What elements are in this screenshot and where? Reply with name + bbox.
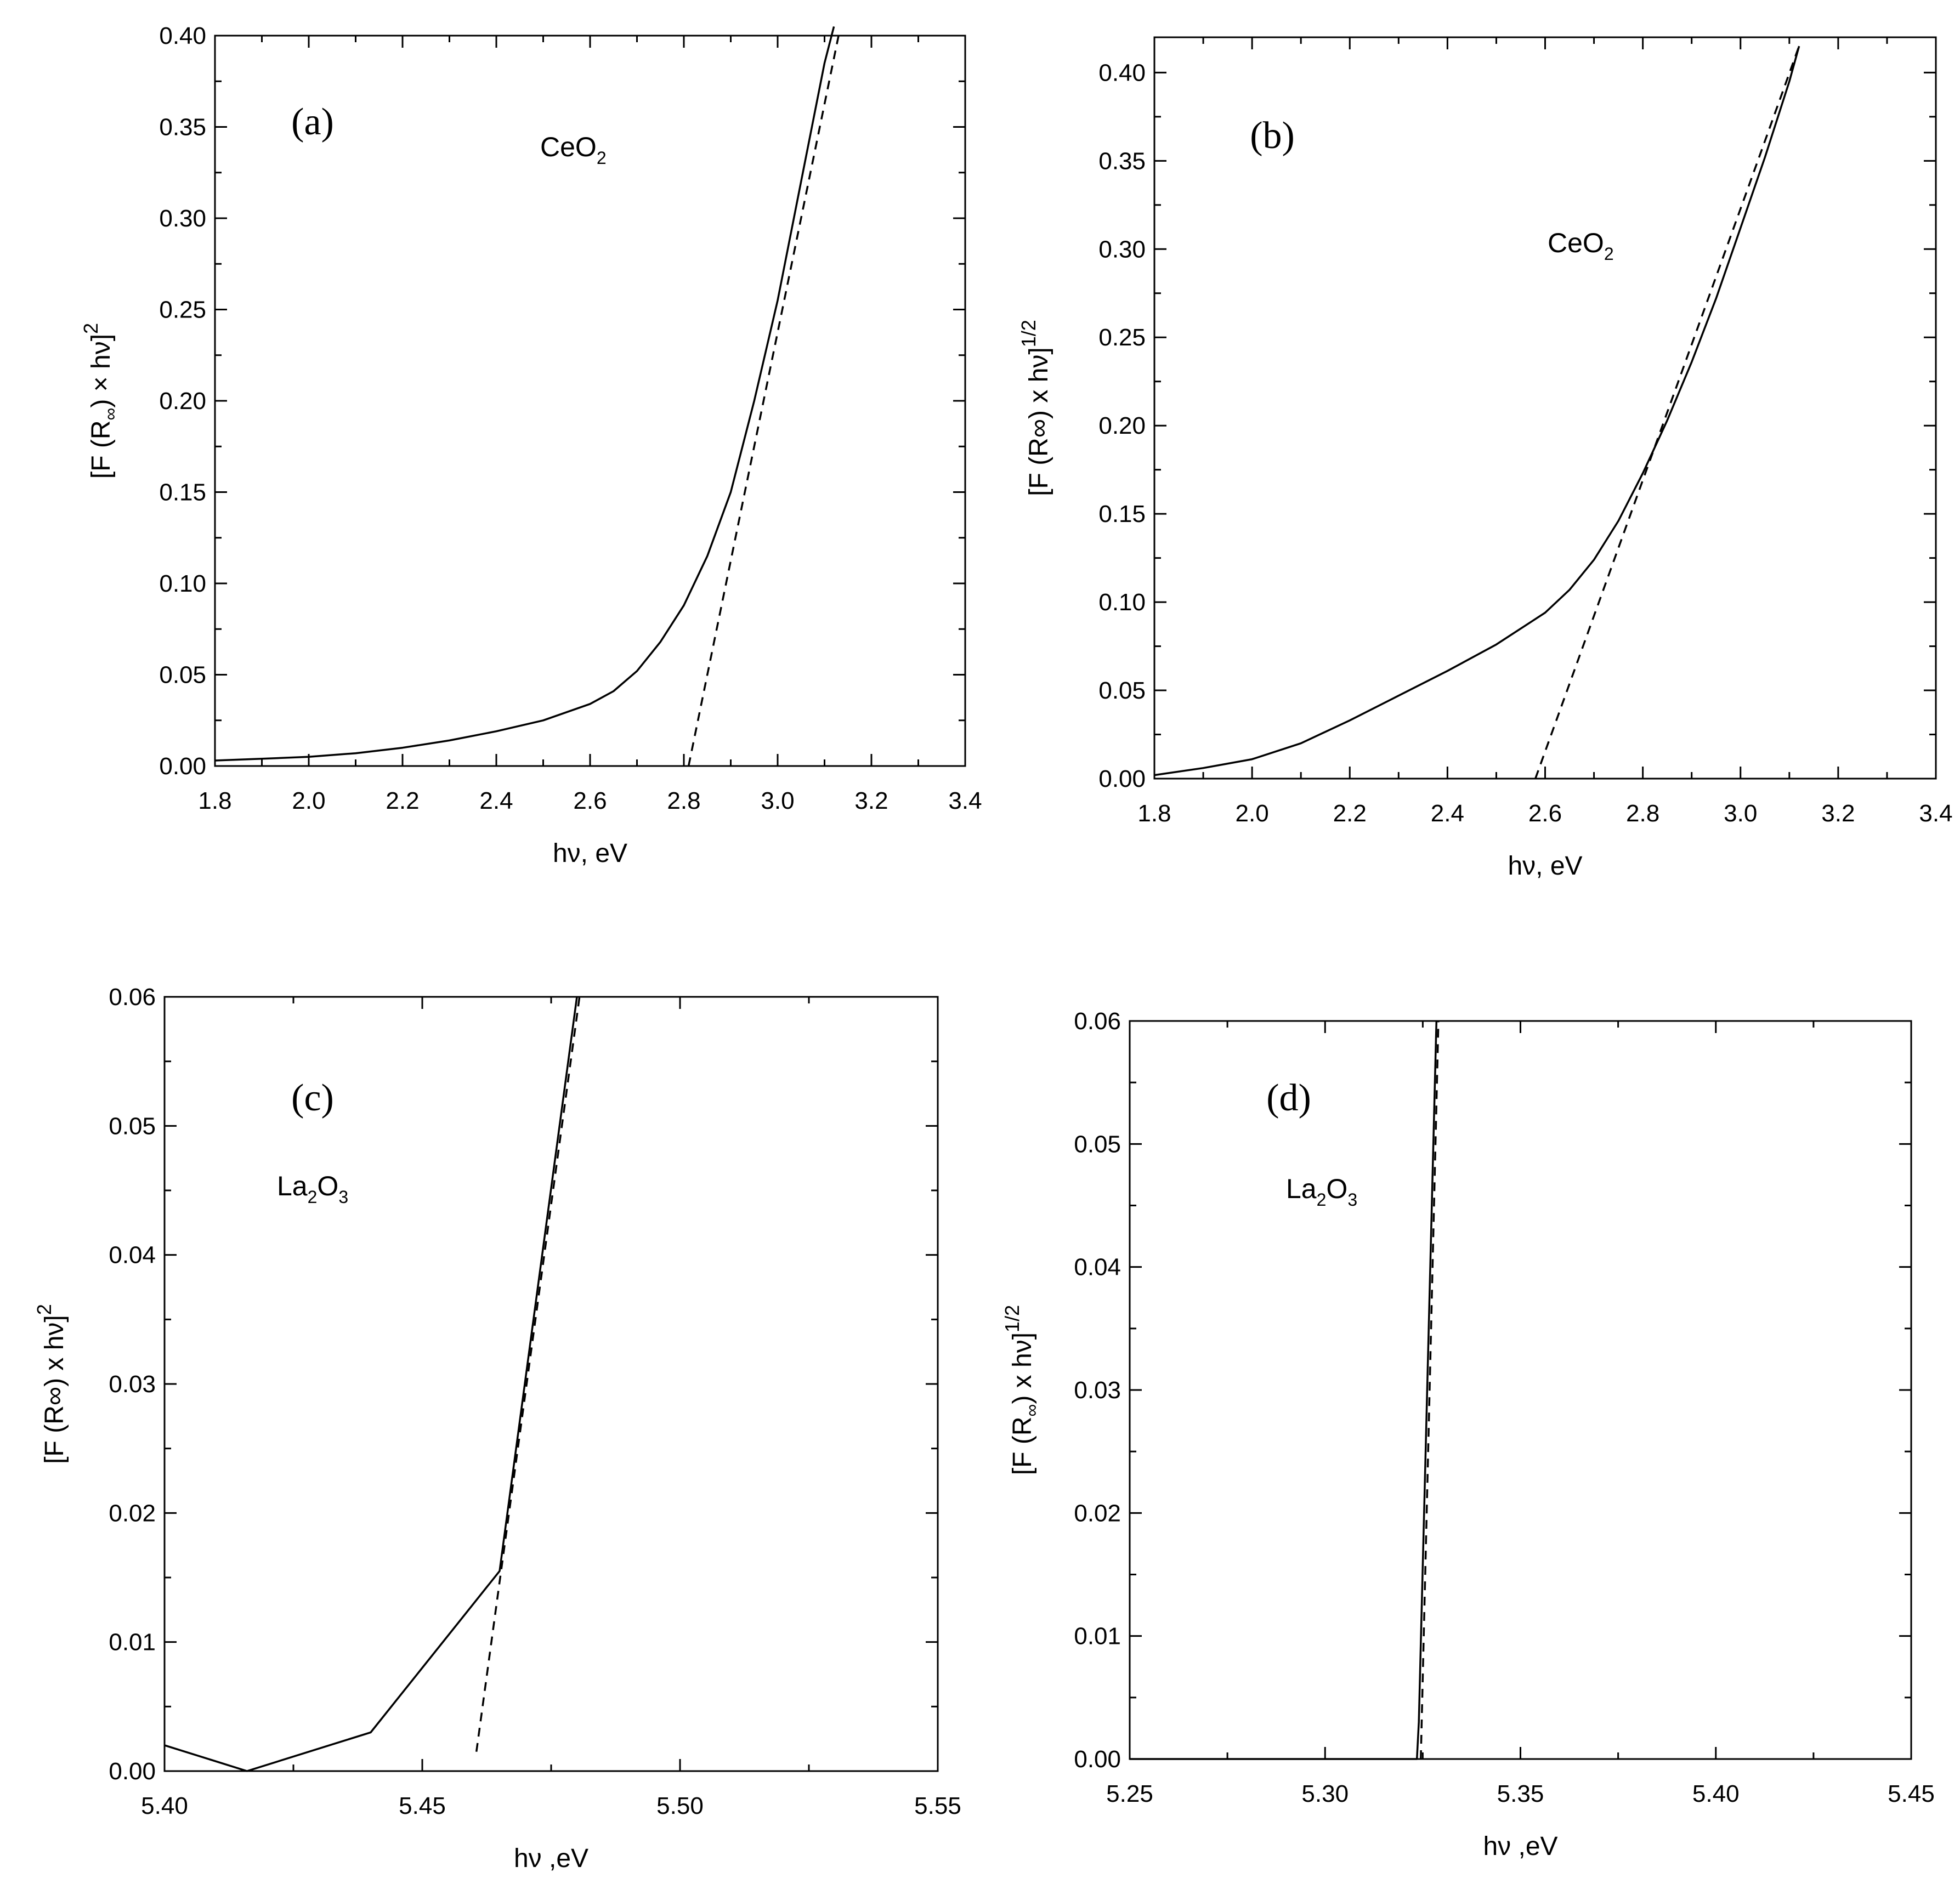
panel-b: 1.8 2.0 2.2 2.4 2.6 2.8 3.0 3.2 3.4 0.00 0.05 0.10 0… <box>1017 36 1953 881</box>
y-tick-label: 0.02 <box>109 1500 156 1527</box>
y-tick-label: 0.05 <box>159 662 206 689</box>
plot-frame <box>163 996 939 1772</box>
y-tick-label: 0.03 <box>109 1371 156 1398</box>
x-tick-label: 1.8 <box>198 787 231 814</box>
data-curve <box>214 26 835 762</box>
panel-a: 1.8 2.0 2.2 2.4 2.6 2.8 3.0 3.2 3.4 0.00 0.05 0.10 0… <box>80 22 982 868</box>
y-tick-label: 0.00 <box>1074 1746 1121 1773</box>
panel-d: 5.25 5.30 5.35 5.40 5.45 0.00 0.01 0.02 0.03 0.04… <box>1001 1008 1935 1861</box>
y-tick-label: 0.35 <box>1098 147 1146 174</box>
x-tick-label: 2.0 <box>1236 800 1269 827</box>
x-tick-label: 2.6 <box>573 787 607 814</box>
panel-letter: (c) <box>291 1077 334 1119</box>
linear-fit-line <box>475 996 581 1752</box>
x-tick-label: 5.55 <box>914 1792 961 1819</box>
y-tick-label: 0.20 <box>159 388 206 415</box>
y-tick-label: 0.10 <box>159 570 206 597</box>
y-tick-label: 0.05 <box>1074 1131 1121 1158</box>
y-tick-label: 0.05 <box>1098 677 1146 704</box>
y-tick-label: 0.15 <box>1098 501 1146 527</box>
linear-fit-line <box>687 35 840 767</box>
x-tick-label: 3.0 <box>1724 800 1757 827</box>
panel-c: 5.40 5.45 5.50 5.55 0.00 0.01 0.02 0.03 0.04 0.05… <box>33 984 961 1873</box>
y-tick-label: 0.15 <box>159 479 206 506</box>
y-tick-label: 0.30 <box>1098 236 1146 263</box>
x-tick-label: 5.40 <box>141 1792 188 1819</box>
y-tick-label: 0.40 <box>159 22 206 49</box>
linear-fit-line <box>1420 1020 1440 1760</box>
x-tick-label: 3.4 <box>1919 800 1952 827</box>
x-tick-label: 2.8 <box>667 787 700 814</box>
x-axis-label: hν ,eV <box>1483 1832 1557 1861</box>
y-tick-label: 0.04 <box>109 1242 156 1269</box>
data-curve <box>1154 46 1800 776</box>
y-tick-label: 0.00 <box>159 753 206 780</box>
x-tick-label: 2.8 <box>1626 800 1659 827</box>
y-axis-label: [F (R∞) × hν]2 <box>80 323 120 479</box>
compound-label: La2O3 <box>1286 1173 1357 1210</box>
y-tick-label: 0.25 <box>159 297 206 324</box>
panel-letter: (b) <box>1250 115 1295 157</box>
compound-label: CeO2 <box>540 132 607 168</box>
x-axis-label: hν, eV <box>553 839 627 868</box>
x-tick-label: 1.8 <box>1137 800 1171 827</box>
x-tick-label: 5.45 <box>399 1792 446 1819</box>
y-tick-label: 0.20 <box>1098 412 1146 439</box>
x-tick-label: 5.45 <box>1888 1780 1935 1807</box>
panel-letter: (a) <box>291 101 334 143</box>
y-tick-label: 0.06 <box>109 984 156 1011</box>
y-tick-label: 0.30 <box>159 205 206 232</box>
y-tick-label: 0.00 <box>109 1758 156 1785</box>
y-tick-label: 0.03 <box>1074 1377 1121 1404</box>
y-tick-label: 0.06 <box>1074 1008 1121 1035</box>
compound-label: La2O3 <box>277 1171 348 1207</box>
x-tick-label: 5.40 <box>1692 1780 1740 1807</box>
x-axis-label: hν ,eV <box>514 1844 588 1873</box>
x-tick-label: 2.2 <box>386 787 419 814</box>
y-tick-label: 0.10 <box>1098 589 1146 616</box>
x-tick-label: 2.4 <box>479 787 513 814</box>
y-tick-label: 0.01 <box>109 1629 156 1656</box>
x-tick-label: 5.25 <box>1106 1780 1153 1807</box>
data-curve <box>164 996 578 1772</box>
x-tick-label: 2.0 <box>292 787 325 814</box>
y-axis-label: [F (R∞) x hν]1/2 <box>1001 1305 1041 1475</box>
y-tick-label: 0.25 <box>1098 324 1146 351</box>
x-tick-label: 5.35 <box>1497 1780 1544 1807</box>
data-curve <box>1130 1020 1438 1760</box>
plot-frame <box>1129 1020 1912 1760</box>
y-tick-label: 0.05 <box>109 1113 156 1139</box>
y-tick-label: 0.40 <box>1098 59 1146 86</box>
x-tick-label: 2.6 <box>1528 800 1562 827</box>
y-tick-label: 0.01 <box>1074 1623 1121 1650</box>
x-axis-label: hν, eV <box>1508 852 1582 881</box>
y-axis-label: [F (R∞) x hν]1/2 <box>1017 320 1053 496</box>
x-tick-label: 2.2 <box>1333 800 1367 827</box>
x-tick-label: 3.0 <box>761 787 794 814</box>
x-tick-label: 5.50 <box>656 1792 704 1819</box>
x-tick-label: 3.2 <box>1821 800 1855 827</box>
x-tick-label: 3.2 <box>854 787 888 814</box>
x-tick-label: 2.4 <box>1431 800 1464 827</box>
compound-label: CeO2 <box>1548 228 1614 264</box>
y-tick-label: 0.02 <box>1074 1500 1121 1527</box>
x-tick-label: 5.30 <box>1301 1780 1349 1807</box>
x-tick-label: 3.4 <box>948 787 982 814</box>
y-axis-label: [F (R∞) x hν]2 <box>33 1304 69 1464</box>
linear-fit-line <box>1534 46 1800 779</box>
y-tick-label: 0.00 <box>1098 765 1146 792</box>
panel-letter: (d) <box>1266 1077 1311 1119</box>
y-tick-label: 0.04 <box>1074 1254 1121 1281</box>
y-tick-label: 0.35 <box>159 114 206 141</box>
